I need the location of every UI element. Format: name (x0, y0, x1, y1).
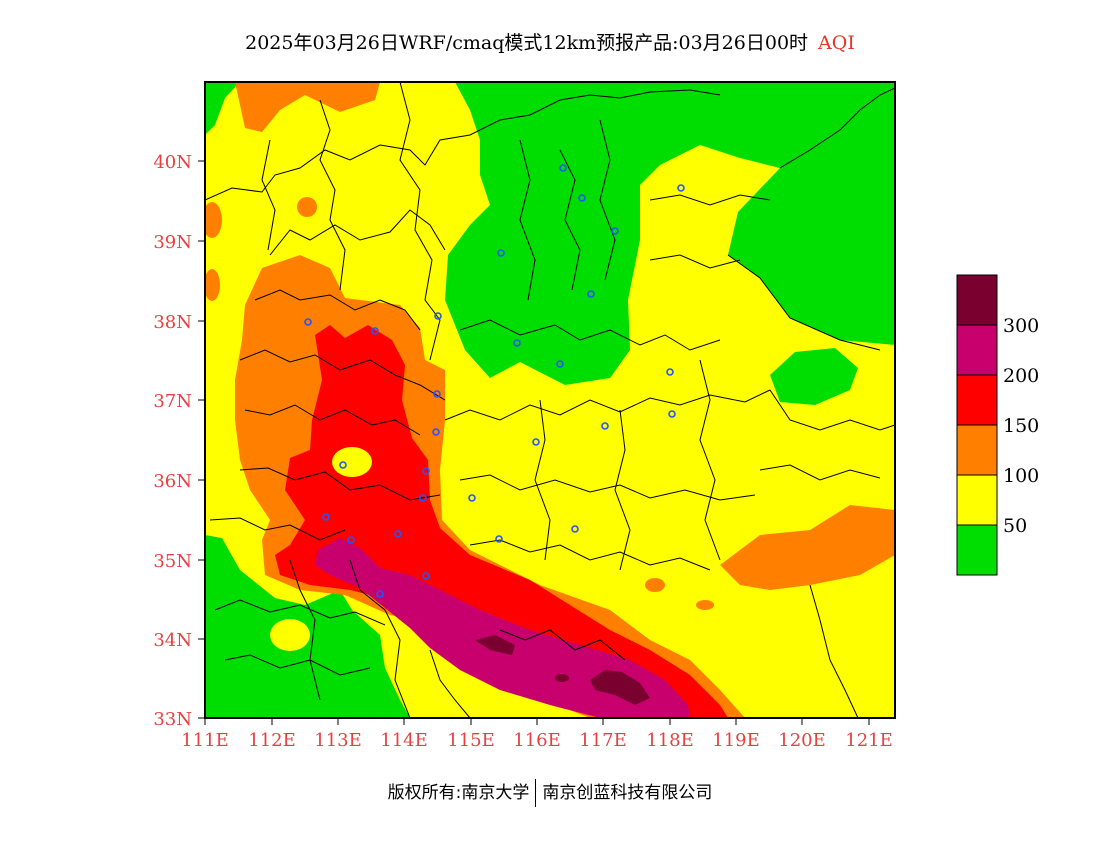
lat-label-39n: 39N (153, 232, 192, 253)
lon-label-112e: 112E (248, 730, 296, 751)
title-product: AQI (818, 32, 855, 54)
orange-region-north (235, 82, 380, 132)
copyright-owner: 版权所有:南京大学 (387, 783, 530, 803)
maroon-region-2 (590, 670, 650, 705)
lon-label-115e: 115E (447, 730, 495, 751)
city-markers (304, 164, 685, 598)
green-region-east-lake (770, 348, 858, 405)
footer-separator (535, 779, 537, 807)
legend-swatch-50-100 (956, 474, 998, 526)
admin-borders (205, 82, 895, 718)
green-region-nw-corner (205, 82, 240, 135)
legend-swatch-300-plus (956, 274, 998, 326)
axis-ticks (198, 160, 870, 725)
title-main: 2025年03月26日WRF/cmaq模式12km预报产品:03月26日00时 (245, 32, 809, 54)
green-region-southwest (205, 535, 410, 718)
copyright-footer: 版权所有:南京大学 南京创蓝科技有限公司 (0, 778, 1100, 807)
legend-swatch-100-150 (956, 424, 998, 476)
aqi-field (205, 82, 895, 718)
lat-label-40n: 40N (153, 152, 192, 173)
green-region-north (445, 82, 895, 385)
lat-label-36n: 36N (153, 471, 192, 492)
legend-swatch-0-50 (956, 524, 998, 576)
orange-region-east (720, 505, 895, 590)
legend-label-200: 200 (1003, 365, 1039, 387)
copyright-company: 南京创蓝科技有限公司 (542, 783, 713, 803)
maroon-region-1 (475, 635, 515, 655)
lon-label-117e: 117E (579, 730, 627, 751)
lon-label-118e: 118E (646, 730, 694, 751)
lon-label-116e: 116E (513, 730, 561, 751)
legend-label-50: 50 (1003, 515, 1027, 537)
legend-swatch-200-300 (956, 324, 998, 376)
legend-swatch-150-200 (956, 374, 998, 426)
lon-label-113e: 113E (314, 730, 362, 751)
red-region (275, 325, 728, 718)
lat-label-38n: 38N (153, 312, 192, 333)
lon-label-121e: 121E (845, 730, 893, 751)
lon-label-119e: 119E (712, 730, 760, 751)
magenta-region (315, 538, 690, 718)
lon-label-120e: 120E (778, 730, 826, 751)
legend-label-150: 150 (1003, 415, 1039, 437)
legend: 300 200 150 100 50 (956, 274, 1039, 576)
lon-label-114e: 114E (380, 730, 428, 751)
lat-label-34n: 34N (153, 630, 192, 651)
lat-label-37n: 37N (153, 391, 192, 412)
lon-label-111e: 111E (181, 730, 229, 751)
legend-label-300: 300 (1003, 315, 1039, 337)
lat-label-35n: 35N (153, 551, 192, 572)
map-title: 2025年03月26日WRF/cmaq模式12km预报产品:03月26日00时 A… (0, 28, 1100, 55)
legend-label-100: 100 (1003, 465, 1039, 487)
lat-label-33n: 33N (153, 709, 192, 730)
